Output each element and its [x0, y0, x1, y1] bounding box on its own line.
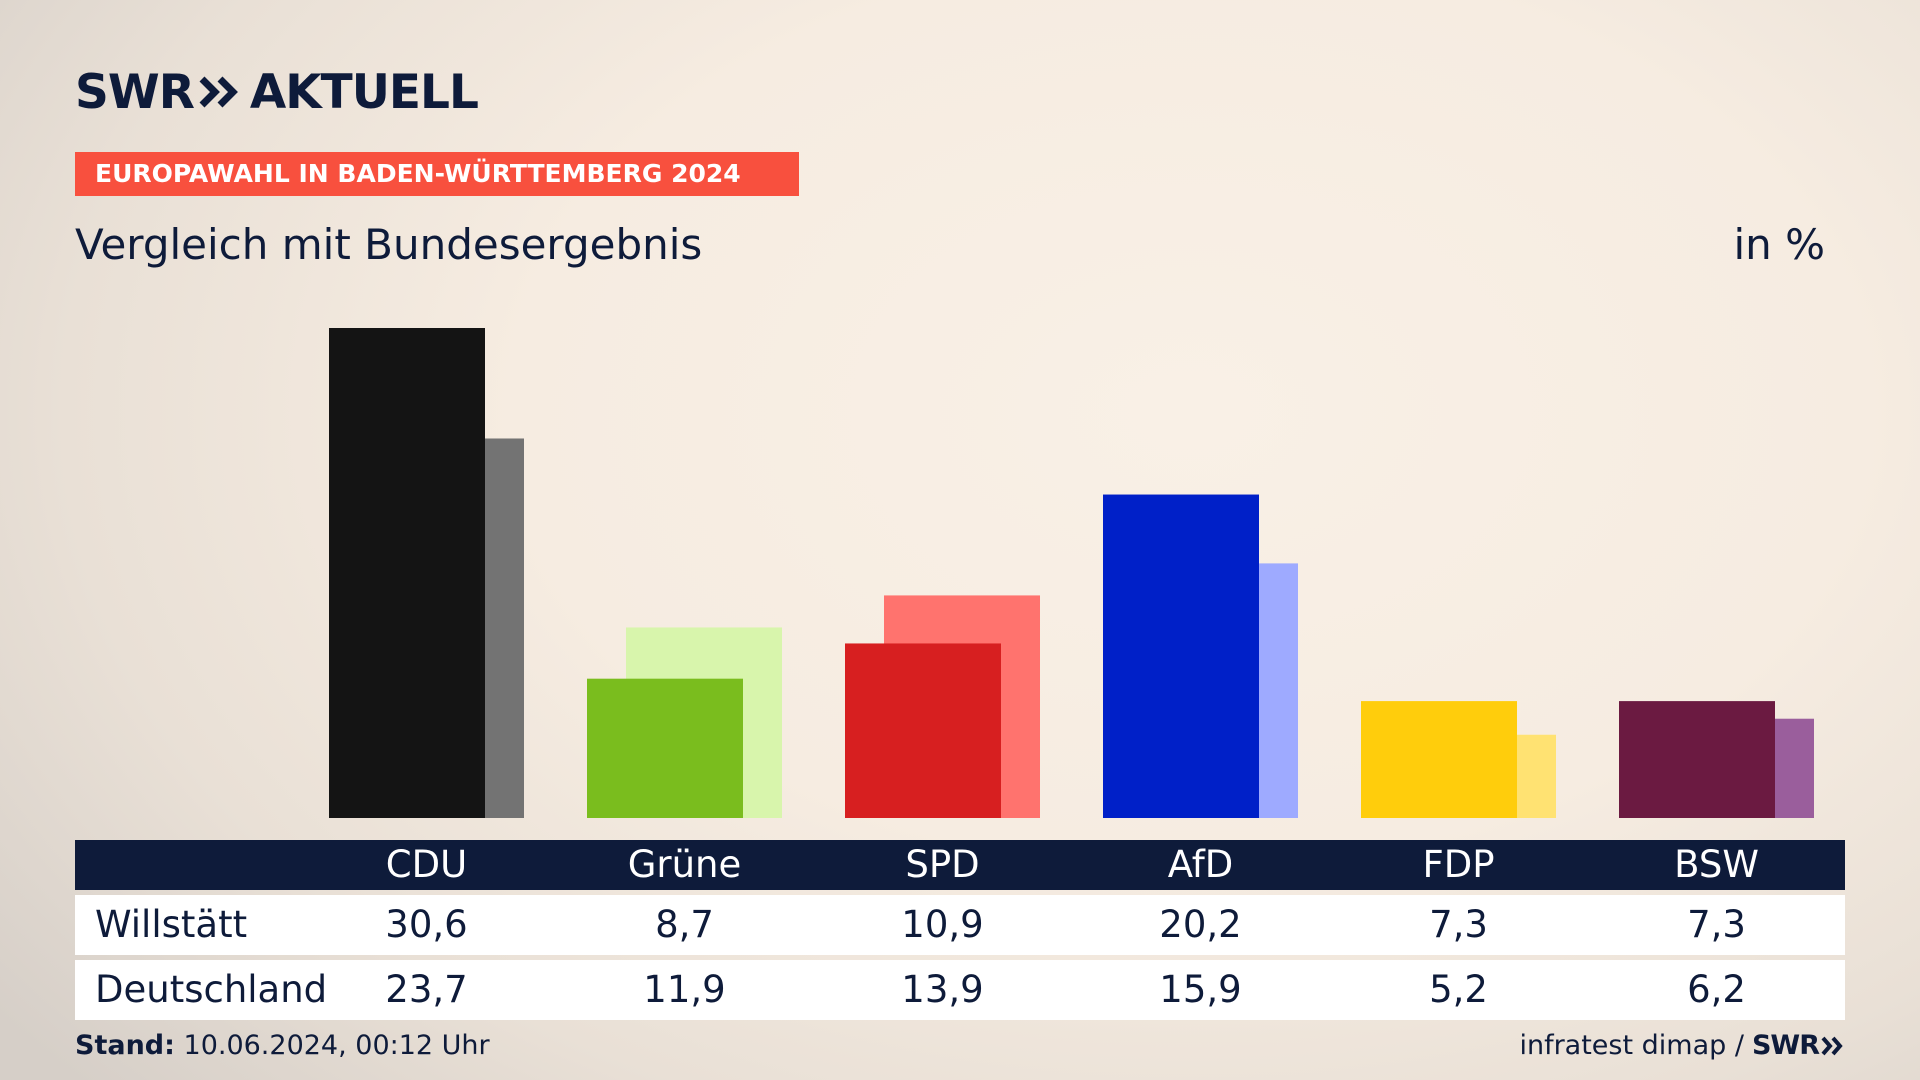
party-header: Grüne	[627, 843, 742, 886]
bar-willstaett-spd	[845, 643, 1001, 818]
value-cell: 5,2	[1429, 968, 1488, 1011]
table-row-willstaett: Willstätt 30,6 8,7 10,9 20,2 7,3 7,3	[75, 895, 1845, 955]
value-cell: 20,2	[1159, 903, 1242, 946]
table-row-deutschland: Deutschland 23,7 11,9 13,9 15,9 5,2 6,2	[75, 960, 1845, 1020]
stand-label: Stand:	[75, 1030, 175, 1061]
value-cell: 7,3	[1687, 903, 1746, 946]
table-header-row: CDU Grüne SPD AfD FDP BSW	[75, 840, 1845, 890]
bar-willstaett-afd	[1103, 494, 1259, 818]
double-chevron-icon	[199, 76, 238, 108]
value-cell: 30,6	[385, 903, 468, 946]
bar-willstaett-cdu	[329, 328, 485, 818]
bar-willstaett-bsw	[1619, 701, 1775, 818]
logo-swr-text: SWR	[75, 64, 195, 120]
source-credit: infratest dimap / SWR	[1519, 1030, 1845, 1061]
value-cell: 15,9	[1159, 968, 1242, 1011]
footer-chevron-icon	[1821, 1036, 1843, 1055]
chart-unit: in %	[1733, 220, 1825, 269]
row-label: Willstätt	[95, 903, 248, 946]
value-cell: 13,9	[901, 968, 984, 1011]
value-cell: 10,9	[901, 903, 984, 946]
stand-value: 10.06.2024, 00:12 Uhr	[183, 1030, 490, 1061]
value-cell: 11,9	[643, 968, 726, 1011]
bar-willstaett-grne	[587, 678, 743, 818]
swr-aktuell-logo: SWR AKTUELL	[75, 64, 479, 120]
party-header: CDU	[385, 843, 468, 886]
party-header: FDP	[1422, 843, 1495, 886]
bar-willstaett-fdp	[1361, 701, 1517, 818]
party-header: BSW	[1674, 843, 1759, 886]
footer-swr-logo: SWR	[1751, 1030, 1820, 1061]
timestamp: Stand: 10.06.2024, 00:12 Uhr	[75, 1030, 490, 1061]
logo-aktuell-text: AKTUELL	[249, 64, 479, 120]
chart-subtitle: Vergleich mit Bundesergebnis	[75, 220, 703, 269]
results-table: CDU Grüne SPD AfD FDP BSW Willstätt 30,6 8,7 10…	[75, 840, 1845, 1020]
value-cell: 7,3	[1429, 903, 1488, 946]
source-text: infratest dimap /	[1519, 1030, 1744, 1061]
row-label: Deutschland	[95, 968, 328, 1011]
party-header: AfD	[1167, 843, 1234, 886]
election-banner: EUROPAWAHL IN BADEN-WÜRTTEMBERG 2024	[75, 152, 799, 196]
value-cell: 23,7	[385, 968, 468, 1011]
party-header: SPD	[905, 843, 980, 886]
bar-chart	[329, 328, 1814, 818]
value-cell: 6,2	[1687, 968, 1746, 1011]
value-cell: 8,7	[655, 903, 714, 946]
